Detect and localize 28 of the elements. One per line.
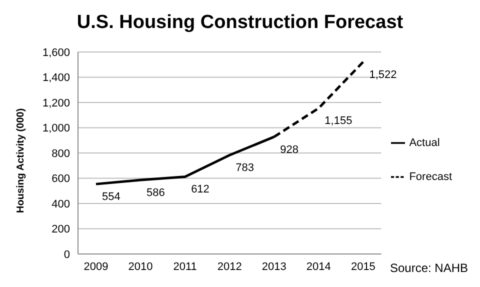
y-tick-label: 600	[52, 173, 70, 186]
source-note: Source: NAHB	[390, 261, 468, 275]
y-tick-label: 200	[52, 224, 70, 236]
y-tick-label: 1,400	[42, 72, 70, 84]
y-tick-label: 1,000	[42, 122, 70, 135]
x-tick-label: 2011	[173, 260, 197, 273]
y-tick-label: 1,600	[42, 46, 70, 59]
x-tick-label: 2015	[350, 260, 376, 273]
y-tick-label: 400	[52, 198, 70, 210]
x-tick-label: 2013	[262, 260, 286, 273]
data-label: 928	[280, 144, 298, 156]
data-label: 783	[236, 162, 254, 174]
data-label: 612	[191, 184, 210, 196]
y-tick-label: 1,200	[42, 97, 70, 110]
legend-label: Actual	[409, 137, 440, 149]
data-label: 1,155	[324, 115, 352, 128]
x-tick-label: 2010	[128, 260, 153, 273]
chart-title: U.S. Housing Construction Forecast	[76, 11, 404, 35]
x-tick-label: 2014	[306, 260, 331, 273]
y-tick-label: 0	[64, 248, 70, 261]
legend-label: Forecast	[409, 171, 452, 183]
x-tick-label: 2009	[84, 260, 108, 273]
data-label: 554	[102, 191, 120, 204]
data-label: 586	[146, 187, 165, 200]
x-tick-label: 2012	[217, 260, 242, 273]
y-axis-title: Housing Activity (000)	[16, 108, 27, 213]
y-tick-label: 800	[52, 148, 70, 160]
data-label: 1,522	[369, 68, 397, 81]
